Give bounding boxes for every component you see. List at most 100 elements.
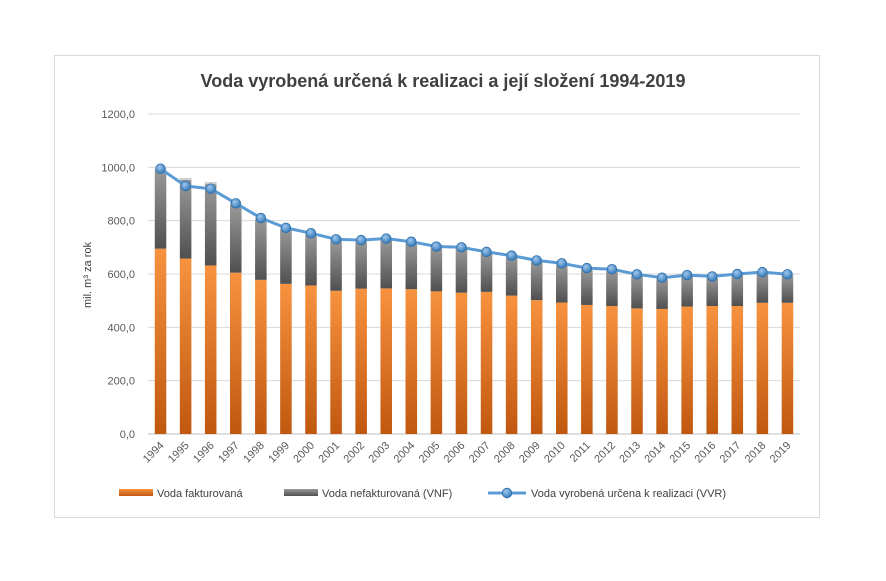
bar-fakturovana — [631, 308, 643, 434]
bar-fakturovana — [530, 300, 543, 434]
vvr-line — [155, 163, 793, 283]
bar-nefakturovana — [681, 275, 693, 307]
bar-nefakturovana — [355, 240, 367, 289]
bar-fakturovana — [305, 285, 317, 434]
bar-fakturovana — [581, 304, 593, 434]
bar-fakturovana — [781, 302, 794, 434]
x-tick-label: 2001 — [316, 440, 342, 466]
vvr-point — [556, 258, 567, 269]
x-tick-label: 2000 — [291, 440, 317, 466]
x-tick-label: 2019 — [768, 440, 794, 466]
vvr-point — [656, 272, 668, 283]
vvr-point — [381, 233, 392, 244]
y-tick-label: 0,0 — [120, 429, 135, 441]
x-tick-label: 2017 — [718, 440, 744, 466]
vvr-point — [330, 234, 342, 245]
x-tick-label: 1999 — [266, 440, 292, 466]
y-tick-label: 1200,0 — [101, 109, 135, 121]
y-tick-label: 800,0 — [107, 216, 135, 228]
vvr-point — [280, 222, 292, 234]
bar-fakturovana — [204, 265, 217, 434]
bar-fakturovana — [230, 272, 242, 434]
bar-nefakturovana — [480, 251, 493, 292]
vvr-point — [531, 255, 542, 266]
bar-fakturovana — [480, 291, 493, 434]
bar-nefakturovana — [606, 269, 618, 306]
grid-lines — [148, 113, 800, 435]
y-tick-label: 400,0 — [107, 322, 135, 334]
x-tick-label: 1996 — [191, 440, 217, 466]
bar-fakturovana — [731, 306, 744, 434]
y-axis-label: mil. m³ za rok — [82, 242, 94, 309]
bar-nefakturovana — [179, 178, 192, 259]
bar-fakturovana — [330, 290, 342, 434]
bar-top-highlight — [204, 182, 217, 185]
vvr-point — [255, 212, 267, 224]
bar-nefakturovana — [154, 168, 167, 249]
bar-fakturovana — [255, 279, 267, 434]
vvr-point — [732, 268, 743, 280]
vvr-point — [456, 242, 467, 253]
vvr-point — [506, 250, 517, 261]
x-tick-label: 2011 — [568, 440, 593, 465]
bars — [154, 168, 794, 434]
bar-fakturovana — [380, 288, 392, 434]
x-tick-label: 2008 — [492, 440, 518, 466]
legend-swatch-fakturovana — [119, 489, 153, 496]
vvr-point — [606, 264, 618, 275]
bar-fakturovana — [405, 289, 418, 434]
vvr-point — [707, 271, 718, 282]
vvr-point — [406, 236, 417, 247]
bar-nefakturovana — [756, 272, 769, 303]
legend-swatch-nefakturovana — [284, 489, 318, 496]
bar-fakturovana — [154, 248, 167, 434]
bar-nefakturovana — [781, 274, 794, 303]
legend-swatch-vvr-dot — [501, 487, 513, 499]
bar-nefakturovana — [455, 247, 468, 293]
bar-nefakturovana — [405, 241, 418, 290]
bar-fakturovana — [606, 306, 618, 434]
y-tick-label: 1000,0 — [101, 162, 135, 174]
x-tick-label: 1995 — [166, 440, 192, 466]
x-tick-label: 1994 — [141, 440, 167, 466]
legend-label-fakturovana: Voda fakturovaná — [157, 488, 244, 500]
bar-top-highlight — [179, 178, 192, 180]
bar-nefakturovana — [505, 255, 518, 296]
bar-nefakturovana — [305, 233, 317, 286]
vvr-point — [431, 241, 442, 252]
vvr-point — [155, 163, 166, 174]
x-tick-label: 2004 — [392, 440, 418, 466]
x-tick-label: 2014 — [642, 440, 668, 466]
bar-nefakturovana — [631, 274, 643, 309]
x-tick-label: 2012 — [592, 440, 618, 466]
legend-label-nefakturovana: Voda nefakturovaná (VNF) — [322, 488, 452, 500]
bar-fakturovana — [430, 291, 443, 434]
x-tick-label: 2009 — [517, 440, 543, 466]
x-tick-label: 2016 — [693, 440, 719, 466]
x-axis-ticks: 1994 1995 1996 1997 1998 1999 2000 2001 2002 2003… — [141, 440, 794, 466]
bar-nefakturovana — [556, 263, 568, 303]
bar-nefakturovana — [656, 277, 668, 309]
bar-nefakturovana — [731, 274, 744, 306]
vvr-point — [681, 269, 693, 281]
vvr-point — [757, 266, 768, 278]
x-tick-label: 2013 — [617, 440, 643, 466]
vvr-point — [355, 234, 367, 246]
bar-nefakturovana — [204, 182, 217, 266]
bar-fakturovana — [355, 288, 367, 434]
bar-fakturovana — [681, 306, 693, 434]
y-axis-ticks: 0,0 200,0 400,0 600,0 800,0 1000,0 1200,0 — [101, 109, 135, 441]
vvr-point — [581, 262, 593, 274]
bar-nefakturovana — [280, 227, 292, 284]
x-tick-label: 2003 — [367, 440, 393, 466]
bar-fakturovana — [706, 306, 718, 434]
x-tick-label: 1997 — [216, 440, 242, 466]
bar-nefakturovana — [530, 260, 543, 301]
bar-nefakturovana — [581, 268, 593, 305]
bar-fakturovana — [179, 258, 192, 434]
x-tick-label: 2010 — [542, 440, 568, 466]
x-tick-label: 2006 — [442, 440, 468, 466]
legend-label-vvr: Voda vyrobená určena k realizaci (VVR) — [531, 488, 726, 500]
bar-fakturovana — [280, 283, 292, 434]
